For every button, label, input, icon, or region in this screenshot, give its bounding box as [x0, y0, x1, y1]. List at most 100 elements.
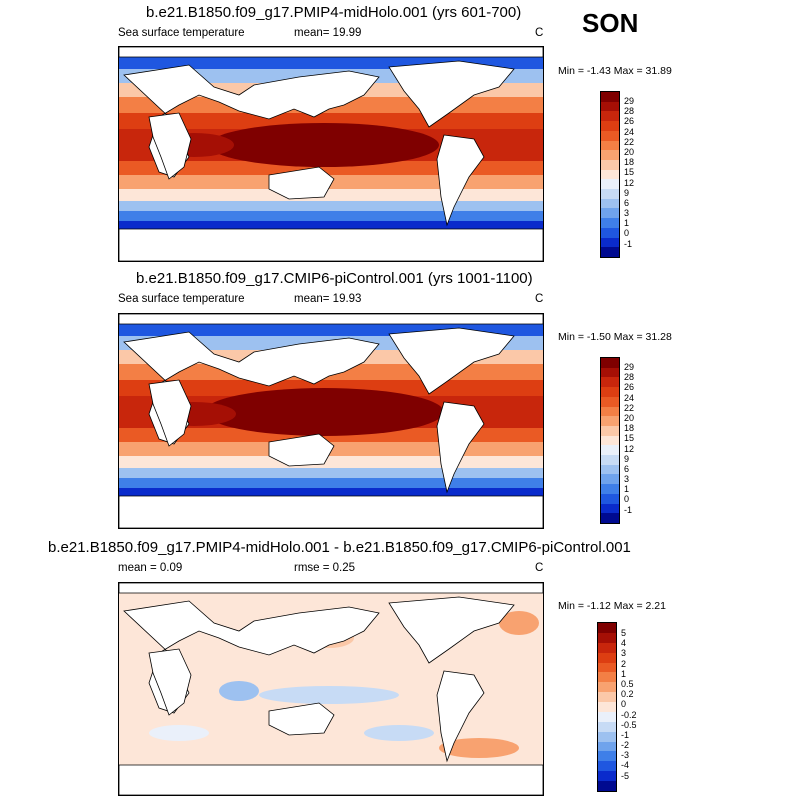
- colorbar-tick-label: -2: [621, 740, 630, 751]
- africa-land: [148, 648, 192, 716]
- colorbar-swatch: [598, 761, 616, 772]
- sst-band: [119, 468, 543, 478]
- south-america-land: [436, 670, 485, 763]
- antarctica-land: [119, 228, 543, 261]
- colorbar-swatch: [601, 358, 619, 368]
- north-america-land: [388, 596, 515, 664]
- colorbar-swatch: [601, 367, 619, 378]
- colorbar-swatch: [601, 121, 619, 131]
- colorbar-swatch: [601, 455, 619, 465]
- colorbar-swatch: [601, 503, 619, 514]
- panel-2-min-max: Min = -1.50 Max = 31.28: [558, 331, 672, 343]
- sst-band: [119, 211, 543, 221]
- colorbar-swatch: [598, 771, 616, 781]
- colorbar-tick-label: -5: [621, 770, 630, 781]
- panel-1-title: b.e21.B1850.f09_g17.PMIP4-midHolo.001 (y…: [146, 4, 522, 21]
- colorbar-tick-label: 1: [624, 218, 630, 229]
- colorbar-swatch: [601, 416, 619, 426]
- colorbar-tick-label: 24: [624, 126, 635, 137]
- colorbar-swatch: [598, 721, 616, 732]
- colorbar-swatch: [598, 692, 616, 702]
- colorbar-swatch: [598, 731, 616, 742]
- colorbar-swatch: [601, 140, 619, 151]
- colorbar-swatch: [601, 92, 619, 102]
- colorbar-tick-label: 18: [624, 423, 635, 434]
- warm-pool: [209, 123, 439, 167]
- panel-2-sst-map: [118, 313, 544, 529]
- sst-band: [119, 478, 543, 488]
- panel-1-colorbar-ticks: 29 28 26 24 22 20 18 15 12 9 6 3 1 0 -1: [624, 96, 634, 249]
- colorbar-swatch: [601, 406, 619, 417]
- colorbar-swatch: [598, 662, 616, 673]
- panel-3-units: C: [535, 562, 544, 574]
- colorbar-swatch: [601, 464, 619, 475]
- colorbar-tick-label: 0: [621, 699, 627, 710]
- colorbar-swatch: [601, 484, 619, 494]
- panel-2-colorbar-ticks: 29 28 26 24 22 20 18 15 12 9 6 3 1 0 -1: [624, 362, 634, 515]
- colorbar-tick-label: 2: [621, 658, 627, 669]
- colorbar-tick-label: 0: [624, 228, 630, 239]
- colorbar-swatch: [598, 702, 616, 712]
- colorbar-tick-label: -4: [621, 760, 630, 771]
- colorbar-swatch: [601, 130, 619, 141]
- colorbar-swatch: [601, 377, 619, 388]
- colorbar-tick-label: -0.2: [621, 709, 637, 720]
- colorbar-tick-label: 24: [624, 392, 635, 403]
- panel-1-mean-label: mean= 19.99: [294, 27, 362, 39]
- colorbar-tick-label: 29: [624, 362, 635, 372]
- colorbar-tick-label: 29: [624, 96, 635, 106]
- colorbar-swatch: [598, 682, 616, 693]
- colorbar-swatch: [601, 227, 619, 238]
- colorbar-tick-label: 3: [621, 648, 627, 659]
- warm-pool: [204, 388, 444, 436]
- panel-1-map-svg: [119, 47, 543, 261]
- colorbar-tick-label: 0.2: [621, 689, 634, 700]
- colorbar-swatch: [601, 247, 619, 257]
- colorbar-swatch: [598, 751, 616, 762]
- diff-positive-patch: [499, 611, 539, 635]
- colorbar-swatch: [601, 218, 619, 228]
- colorbar-tick-label: -1: [621, 729, 630, 740]
- diff-positive-patch: [439, 738, 519, 758]
- colorbar-swatch: [601, 396, 619, 407]
- colorbar-tick-label: 4: [621, 638, 627, 649]
- colorbar-tick-label: 22: [624, 136, 635, 147]
- panel-2-colorbar: [600, 357, 620, 524]
- arctic-land: [119, 314, 543, 325]
- colorbar-swatch: [601, 179, 619, 190]
- panel-1-variable-label: Sea surface temperature: [118, 27, 245, 39]
- south-america-land: [436, 134, 485, 227]
- colorbar-swatch: [601, 159, 619, 170]
- colorbar-swatch: [598, 672, 616, 683]
- colorbar-swatch: [598, 781, 616, 791]
- colorbar-swatch: [601, 189, 619, 199]
- colorbar-tick-label: 28: [624, 372, 635, 383]
- south-america-land: [436, 401, 485, 494]
- north-america-land: [388, 60, 515, 128]
- sst-band: [119, 189, 543, 201]
- arctic-land: [119, 47, 543, 58]
- arctic-land: [119, 583, 543, 594]
- colorbar-swatch: [601, 387, 619, 397]
- panel-3-map-svg: [119, 583, 543, 795]
- australia-land: [268, 166, 335, 200]
- sst-band: [119, 161, 543, 175]
- panel-1-sst-map: [118, 46, 544, 262]
- colorbar-tick-label: 3: [624, 474, 630, 485]
- colorbar-tick-label: 12: [624, 443, 635, 454]
- colorbar-tick-label: -1: [624, 238, 633, 249]
- colorbar-tick-label: 1: [624, 484, 630, 495]
- africa-land: [148, 379, 192, 447]
- colorbar-swatch: [598, 711, 616, 722]
- sst-band: [119, 221, 543, 229]
- colorbar-tick-label: 26: [624, 382, 635, 393]
- diff-negative-patch: [259, 686, 399, 704]
- colorbar-tick-label: 22: [624, 402, 635, 413]
- panel-3-title: b.e21.B1850.f09_g17.PMIP4-midHolo.001 - …: [48, 539, 631, 556]
- colorbar-swatch: [601, 237, 619, 248]
- panel-3-colorbar: [597, 622, 617, 792]
- panel-1-units: C: [535, 27, 544, 39]
- australia-land: [268, 702, 335, 736]
- colorbar-swatch: [601, 493, 619, 504]
- colorbar-swatch: [598, 652, 616, 663]
